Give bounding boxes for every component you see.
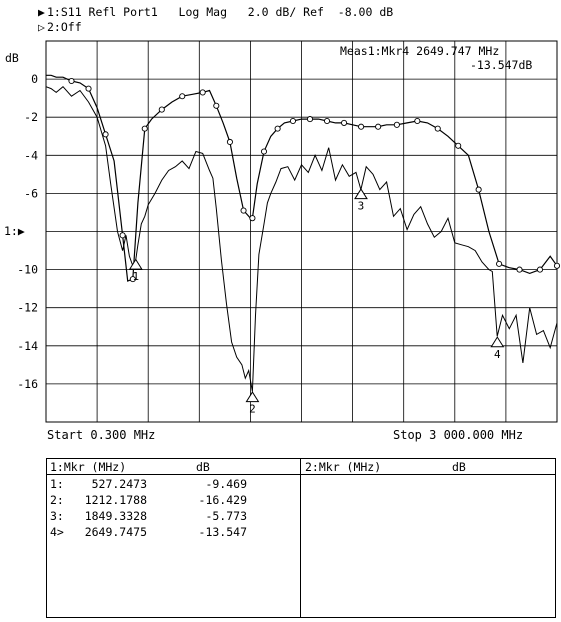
trace-point [536,266,544,273]
left-table-header: 1:Mkr (MHz) [50,460,127,474]
marker-row-value: -9.469 [205,477,247,491]
marker-row-frequency: 1849.3328 [84,509,147,523]
trace-point [129,276,136,283]
trace-point [341,119,348,126]
trace-point [199,89,206,96]
y-tick-label: -14 [17,339,38,353]
y-tick-label: -4 [24,148,38,162]
y-axis-unit: dB [5,51,19,65]
marker-label: 4 [494,348,501,361]
reference-label-text: 1: [4,224,18,238]
marker-row-id: 4> [50,525,64,539]
trace-point [226,138,233,146]
trace-point [68,77,75,85]
reference-arrow-icon: ▶ [17,224,25,238]
trace-point [289,117,297,125]
trace-point [158,106,165,113]
trace-point [179,93,186,100]
y-tick-label: 0 [31,72,38,86]
marker-row-id: 3: [50,509,64,523]
y-tick-label: -10 [17,263,38,277]
trace-line-smoothed [46,74,558,282]
marker-label: 1 [132,270,139,283]
trace-point [475,186,482,193]
left-table-header-unit: dB [196,460,210,474]
trace-point [141,125,148,132]
marker-row-frequency: 2649.7475 [84,525,147,539]
trace-point [393,121,400,128]
trace-point [102,131,109,138]
trace-point [249,215,256,222]
marker-table: 1:Mkr (MHz) dB 2:Mkr (MHz) dB 1: 527.247… [46,458,556,618]
trace-series [45,74,561,392]
trace-point [323,117,331,125]
channel2-status: 2:Off [47,20,82,34]
y-tick-label: -16 [17,377,38,391]
marker-row-id: 2: [50,493,64,507]
trace-point [213,102,220,109]
reference-position-label: 1:▶ [4,225,25,238]
trace-point [553,262,561,269]
marker-row-value: -16.429 [198,493,247,507]
y-tick-label: -2 [24,110,38,124]
trace-markers: 1 2 3 4 [128,188,505,416]
trace-point [434,125,441,132]
stop-frequency: Stop 3 000.000 MHz [393,428,524,442]
plot-grid [45,40,558,423]
trace-point [306,116,314,123]
trace-point [358,123,365,130]
trace-point [455,142,462,149]
trace-point [414,117,421,125]
right-table-header-unit: dB [452,460,466,474]
trace-point [85,85,92,92]
marker-row-value: -13.547 [198,525,247,539]
marker-row-value: -5.773 [205,509,247,523]
marker-row-frequency: 527.2473 [91,477,147,491]
s11-log-mag-chart: 0 -2 -4 -6 -10 -12 -14 -16 1 2 3 4 [17,40,561,423]
trace-point [375,123,382,130]
right-table-header: 2:Mkr (MHz) [305,460,382,474]
table-divider [300,459,301,617]
y-tick-labels: 0 -2 -4 -6 -10 -12 -14 -16 [17,72,38,391]
trace-point [240,207,247,214]
trace-point [516,266,523,273]
y-tick-label: -12 [17,301,38,315]
trace-point [119,232,126,239]
marker-triangle [490,336,505,348]
table-header-rule [47,474,555,475]
marker-triangle [128,258,143,270]
trace-point [496,260,503,267]
marker-readout-frequency: Meas1:Mkr4 2649.747 MHz [340,44,500,58]
marker-label: 3 [358,200,365,213]
y-tick-label: -6 [24,186,38,200]
trace-point [260,148,268,155]
marker-readout-value: -13.547dB [470,58,533,72]
marker-row-id: 1: [50,477,64,491]
channel1-marker-icon: ▶ [38,5,45,19]
channel2-marker-icon: ▷ [38,20,45,34]
marker-row-frequency: 1212.1788 [84,493,147,507]
channel1-settings: 1:S11 Refl Port1 Log Mag 2.0 dB/ Ref -8.… [47,5,394,19]
trace-point [274,125,281,132]
marker-triangle [245,391,260,403]
start-frequency: Start 0.300 MHz [47,428,156,442]
marker-triangle [354,188,368,200]
marker-label: 2 [249,403,256,416]
